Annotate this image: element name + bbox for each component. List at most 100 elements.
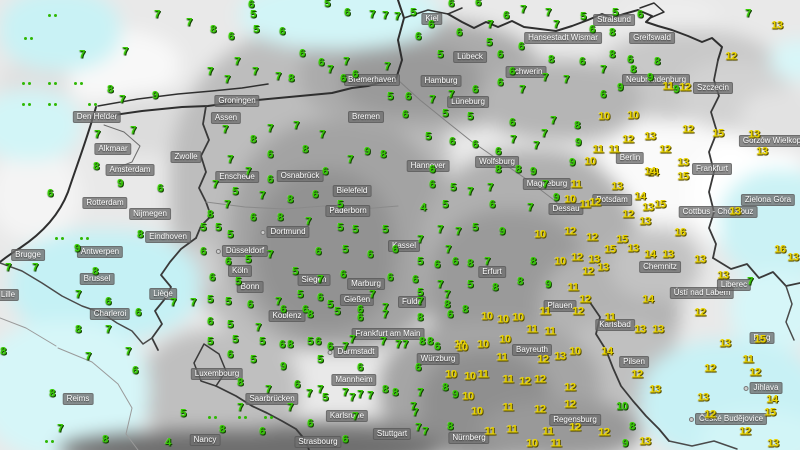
city-label: Antwerpen [76,246,124,258]
temperature-value: 16 [774,243,786,256]
temperature-value: 7 [319,128,325,141]
temperature-value: 6 [318,56,324,69]
temperature-value: 6 [434,258,440,271]
temperature-value: 6 [317,291,323,304]
station-dot [208,416,211,419]
temperature-value: 7 [417,233,423,246]
temperature-value: 12 [589,196,601,209]
temperature-value: 5 [207,293,213,306]
temperature-value: 7 [487,181,493,194]
temperature-value: 5 [297,288,303,301]
temperature-value: 12 [564,398,576,411]
temperature-value: 12 [572,305,584,318]
city-label: Karlsruhe [325,410,369,422]
city-label: Regensburg [549,414,601,426]
temperature-value: 12 [569,421,581,434]
temperature-value: 8 [277,211,283,224]
temperature-value: 15 [677,170,689,183]
temperature-value: 12 [564,225,576,238]
temperature-value: 8 [447,420,453,433]
temperature-value: 6 [279,25,285,38]
temperature-value: 6 [589,23,595,36]
temperature-value: 8 [417,311,423,324]
temperature-value: 6 [132,364,138,377]
temperature-value: 7 [550,114,556,127]
temperature-value: 11 [484,425,496,438]
temperature-value: 7 [275,70,281,83]
city-label: Siegen [297,274,331,286]
city-label: Fulda [397,296,427,308]
temperature-value: 8 [462,303,468,316]
temperature-value: 13 [627,242,639,255]
temperature-value: 9 [152,89,158,102]
temperature-value: 4 [420,201,426,214]
temperature-value: 8 [302,143,308,156]
temperature-value: 12 [537,353,549,366]
city-label: Enschede [215,171,259,183]
temperature-value: 6 [357,311,363,324]
temperature-value: 4 [165,436,171,449]
temperature-value: 8 [492,281,498,294]
city-label: Marburg [347,278,385,290]
city-label: Zielona Góra [740,194,796,206]
temperature-value: 8 [444,298,450,311]
temperature-value: 15 [754,333,766,346]
temperature-value: 11 [567,281,579,294]
city-label: Berlin [615,152,645,164]
temperature-value: 7 [305,215,311,228]
station-dot [48,14,51,17]
city-label: Köln [227,265,253,277]
city-label: Rotterdam [82,197,128,209]
temperature-value: 5 [486,36,492,49]
border-line [639,2,665,19]
temperature-value: 9 [530,165,536,178]
temperature-value: 6 [157,182,163,195]
temperature-value: 8 [629,420,635,433]
temperature-value: 12 [579,293,591,306]
temperature-value: 5 [292,265,298,278]
temperature-value: 7 [267,248,273,261]
temperature-value: 6 [456,26,462,39]
temperature-value: 5 [417,255,423,268]
temperature-value: 8 [380,148,386,161]
temperature-value: 10 [445,368,457,381]
temperature-value: 5 [417,286,423,299]
city-label: Bremen [347,111,385,123]
temperature-value: 8 [288,72,294,85]
station-dot [55,237,58,240]
temperature-value: 6 [135,306,141,319]
temperature-value: 7 [352,410,358,423]
temperature-value: 5 [253,23,259,36]
temperature-value: 6 [302,303,308,316]
temperature-value: 8 [287,193,293,206]
city-label: Lille [0,289,20,301]
city-label: Hamburg [420,75,462,87]
temperature-value: 8 [467,257,473,270]
city-label: Frankfurt [691,163,733,175]
temperature-value: 5 [337,221,343,234]
temperature-value: 7 [369,288,375,301]
temperature-value: 14 [644,248,656,261]
city-label: Luxembourg [190,368,244,380]
temperature-value: 10 [554,255,566,268]
cloud-patch [240,0,440,50]
city-label: Nürnberg [448,432,490,444]
city-label: Bremerhaven [343,74,401,86]
temperature-value: 6 [228,30,234,43]
city-label: Nijmegen [129,208,171,220]
temperature-value: 15 [654,198,666,211]
temperature-value: 7 [119,93,125,106]
temperature-value: 7 [395,338,401,351]
temperature-value: 7 [327,63,333,76]
temperature-value: 9 [673,83,679,96]
station-dot [48,82,51,85]
temperature-value: 7 [422,425,428,438]
temperature-value: 13 [644,130,656,143]
temperature-value: 9 [364,145,370,158]
temperature-value: 7 [382,308,388,321]
temperature-value: 5 [250,8,256,21]
temperature-value: 5 [472,221,478,234]
temperature-value: 5 [442,107,448,120]
